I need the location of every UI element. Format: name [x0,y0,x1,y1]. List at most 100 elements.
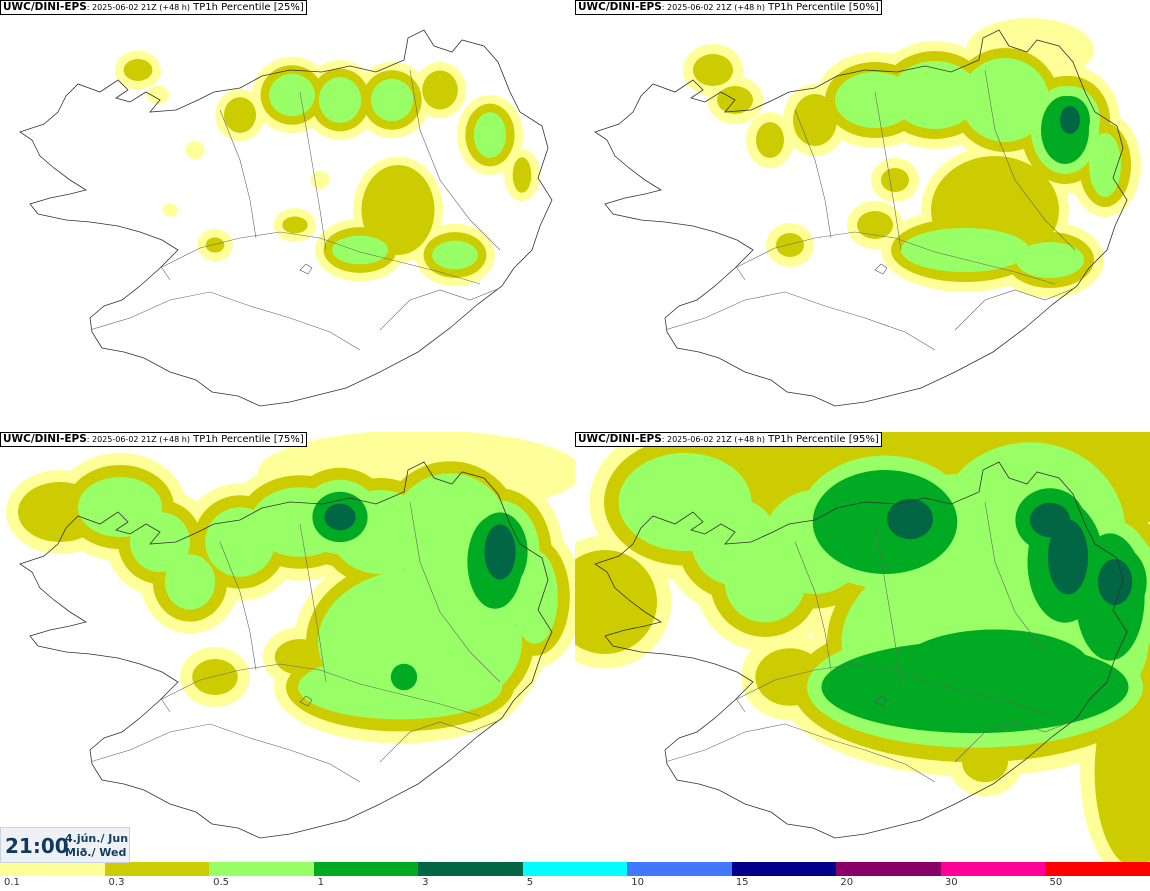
lake-outline [874,695,888,707]
legend-swatch [627,862,733,876]
precip-contour [162,203,178,217]
precip-contour [1089,133,1121,197]
precip-contour [891,61,979,129]
precip-contour [693,54,733,86]
road-line [409,501,501,683]
precip-contour [962,741,1008,783]
precipitation-map [594,18,1141,407]
precip-contour [432,240,478,270]
precip-contour [274,639,326,675]
precip-contour [901,228,1029,272]
legend-tick-label: 20 [840,877,854,888]
road-line [734,231,1056,285]
road-line [694,229,746,281]
precip-contour [776,233,804,257]
road-line [734,663,1056,717]
precip-contour [755,648,825,706]
precipitation-field [683,18,1141,298]
precip-contour [130,512,190,572]
legend-swatch [209,862,315,876]
road-line [984,501,1076,683]
valid-time-box: 21:00 4.jún./ Jun Mið./ Wed [0,827,130,863]
road-line [299,523,327,683]
precip-contour [185,140,205,160]
precip-contour [318,77,362,123]
legend-tick-label: 0.1 [4,877,20,888]
precip-contour [724,541,806,623]
panel-title: UWC/DINI-EPS: 2025-06-02 21Z (+48 h) TP1… [0,432,307,447]
road-line [794,541,832,671]
color-legend: 0.1 0.3 0.5 1 3 5 10 15 20 30 50 [0,862,1150,891]
road-line [159,231,481,285]
precip-contour [390,663,418,691]
road-line [299,91,327,251]
coastline [594,29,1128,407]
road-line [119,229,171,281]
road-line [664,291,936,351]
road-line [954,719,1076,763]
map-panel-p75: UWC/DINI-EPS: 2025-06-02 21Z (+48 h) TP1… [0,432,575,863]
legend-swatch [0,862,106,876]
map-panel-p95: UWC/DINI-EPS: 2025-06-02 21Z (+48 h) TP1… [575,432,1150,863]
precip-contour [1097,559,1133,605]
precip-contour [1047,519,1089,595]
precip-contour [324,503,356,531]
panel-title: UWC/DINI-EPS: 2025-06-02 21Z (+48 h) TP1… [0,0,307,15]
precipitation-field [6,432,575,744]
precip-contour [164,554,216,610]
precip-contour [1016,242,1084,278]
precip-contour [332,235,388,265]
lake-outline [874,263,888,275]
precip-contour [123,59,153,81]
precip-contour [756,122,784,158]
precip-contour [282,216,308,234]
road-line [984,69,1076,251]
road-line [409,69,501,251]
map-panel-p50: UWC/DINI-EPS: 2025-06-02 21Z (+48 h) TP1… [575,0,1150,431]
legend-swatch [940,862,1046,876]
panel-title: UWC/DINI-EPS: 2025-06-02 21Z (+48 h) TP1… [575,0,882,15]
road-line [874,91,902,251]
precip-contour [223,97,257,133]
road-network [89,501,501,783]
map-panel-p25: UWC/DINI-EPS: 2025-06-02 21Z (+48 h) TP1… [0,0,575,431]
valid-weekday: Mið./ Wed [65,846,127,859]
road-line [379,287,501,331]
legend-tick-label: 50 [1049,877,1063,888]
precipitation-map [19,29,553,407]
precip-contour [1060,106,1080,134]
road-line [694,661,746,713]
legend-swatch [313,862,419,876]
legend-tick-label: 30 [944,877,958,888]
precip-contour [899,629,1091,705]
precipitation-map [6,432,575,839]
precipitation-field [575,432,1150,863]
coastline [594,461,1128,839]
road-line [664,723,936,783]
legend-swatch [522,862,628,876]
road-network [89,69,501,351]
precipitation-map [575,432,1150,863]
road-line [794,109,832,239]
road-line [379,719,501,763]
precip-contour [147,85,169,105]
precip-contour [310,170,330,190]
legend-tick-label: 0.5 [213,877,229,888]
road-line [119,661,171,713]
road-line [874,523,902,683]
legend-tick-label: 1 [317,877,324,888]
precip-contour [192,659,238,695]
valid-date: 4.jún./ Jun [65,832,129,845]
legend-tick-label: 10 [631,877,644,888]
road-line [89,291,361,351]
precip-contour [484,524,516,580]
precip-contour [512,157,532,193]
precip-contour [857,211,893,239]
precip-contour [205,237,225,253]
coastline [19,461,553,839]
legend-swatch [418,862,524,876]
precip-contour [887,498,933,540]
road-line [219,109,257,239]
road-line [89,723,361,783]
legend-swatch [836,862,942,876]
